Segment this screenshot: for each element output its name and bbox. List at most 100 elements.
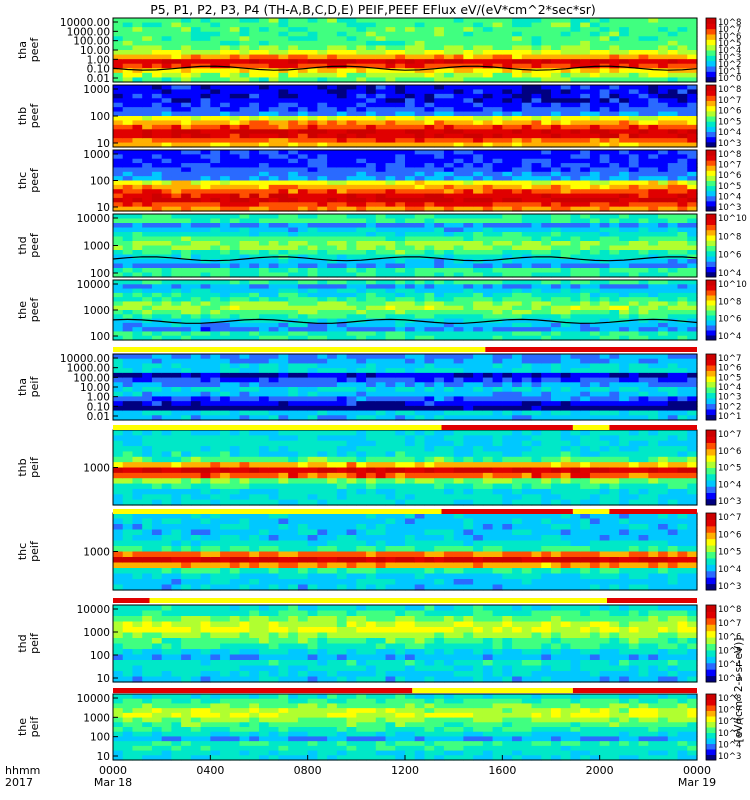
heatmap-cell — [395, 167, 406, 173]
heatmap-cell — [268, 111, 280, 117]
heatmap-cell — [346, 150, 357, 155]
heatmap-cell — [687, 176, 698, 182]
heatmap-cell — [619, 180, 630, 186]
heatmap-cell — [200, 391, 211, 398]
heatmap-cell — [424, 50, 435, 56]
heatmap-cell — [151, 176, 163, 182]
heatmap-cell — [249, 405, 260, 412]
heatmap-cell — [317, 59, 328, 65]
heatmap-cell — [346, 111, 357, 117]
heatmap-cell — [278, 387, 289, 393]
heatmap-cell — [288, 218, 299, 224]
heatmap-cell — [122, 142, 134, 148]
heatmap-cell — [375, 138, 387, 144]
heatmap-cell — [453, 142, 464, 148]
heatmap-cell — [171, 327, 182, 333]
ytick-label: 1000.00 — [67, 26, 110, 38]
heatmap-cell — [580, 31, 591, 37]
heatmap-cell — [288, 111, 299, 117]
heatmap-cell — [307, 77, 318, 83]
heatmap-cell — [395, 120, 406, 126]
heatmap-cell — [122, 387, 134, 393]
heatmap-cell — [541, 133, 552, 139]
heatmap-cell — [589, 171, 601, 177]
heatmap-cell — [132, 193, 143, 199]
heatmap-cell — [229, 292, 241, 298]
heatmap-cell — [473, 272, 484, 278]
heatmap-cell — [648, 227, 659, 233]
heatmap-cell — [551, 241, 562, 247]
heatmap-cell — [541, 292, 552, 298]
heatmap-cell — [667, 206, 679, 212]
heatmap-cell — [385, 120, 396, 126]
heatmap-cell — [200, 202, 211, 208]
heatmap-cell — [366, 206, 377, 212]
heatmap-cell — [356, 93, 367, 99]
heatmap-cell — [405, 18, 416, 24]
heatmap-cell — [619, 31, 630, 37]
heatmap-cell — [405, 377, 416, 383]
heatmap-cell — [190, 40, 202, 47]
heatmap-cell — [443, 40, 455, 47]
heatmap-cell — [580, 227, 591, 233]
heatmap-cell — [628, 138, 640, 144]
heatmap-cell — [190, 189, 202, 195]
heatmap-cell — [288, 27, 299, 33]
heatmap-cell — [453, 363, 464, 369]
heatmap-cell — [288, 214, 299, 220]
heatmap-cell — [297, 259, 309, 265]
heatmap-cell — [239, 133, 250, 139]
heatmap-cell — [580, 50, 591, 56]
heatmap-cell — [239, 391, 250, 398]
heatmap-cell — [132, 89, 143, 95]
heatmap-cell — [453, 171, 464, 177]
heatmap-cell — [220, 292, 231, 298]
heatmap-cell — [638, 45, 649, 51]
heatmap-cell — [220, 297, 231, 303]
heatmap-cell — [327, 415, 338, 421]
heatmap-cell — [638, 22, 649, 28]
heatmap-cell — [482, 54, 494, 60]
heatmap-cell — [463, 138, 474, 144]
heatmap-cell — [210, 331, 221, 337]
heatmap-cell — [667, 268, 679, 274]
heatmap-cell — [327, 297, 338, 303]
heatmap-cell — [200, 93, 211, 99]
heatmap-cell — [482, 150, 494, 155]
heatmap-cell — [512, 197, 523, 203]
heatmap-cell — [492, 197, 503, 203]
heatmap-cell — [551, 245, 562, 251]
heatmap-cell — [560, 22, 572, 28]
heatmap-cell — [297, 245, 309, 251]
heatmap-cell — [249, 154, 260, 160]
heatmap-cell — [453, 72, 464, 79]
heatmap-cell — [492, 22, 503, 28]
heatmap-cell — [220, 116, 231, 122]
heatmap-cell — [181, 124, 192, 130]
heatmap-cell — [619, 284, 630, 290]
heatmap-cell — [220, 189, 231, 195]
heatmap-cell — [375, 176, 387, 182]
colorbar-step — [706, 175, 716, 181]
heatmap-cell — [366, 387, 377, 393]
heatmap-cell — [687, 202, 698, 208]
heatmap-cell — [502, 59, 513, 65]
heatmap-cell — [570, 45, 581, 51]
heatmap-cell — [482, 167, 494, 173]
heatmap-cell — [297, 98, 309, 104]
heatmap-cell — [512, 250, 523, 256]
heatmap-cell — [142, 284, 153, 290]
heatmap-cell — [463, 124, 474, 130]
heatmap-cell — [551, 327, 562, 333]
colorbar-tick-label: 10^3 — [718, 203, 741, 213]
heatmap-cell — [113, 250, 124, 256]
heatmap-cell — [161, 184, 172, 190]
heatmap-cell — [580, 111, 591, 117]
heatmap-cell — [463, 236, 474, 242]
heatmap-cell — [268, 327, 280, 333]
heatmap-cell — [220, 85, 231, 91]
heatmap-cell — [628, 335, 640, 341]
heatmap-cell — [220, 193, 231, 199]
heatmap-cell — [648, 150, 659, 155]
heatmap-cell — [288, 358, 299, 365]
